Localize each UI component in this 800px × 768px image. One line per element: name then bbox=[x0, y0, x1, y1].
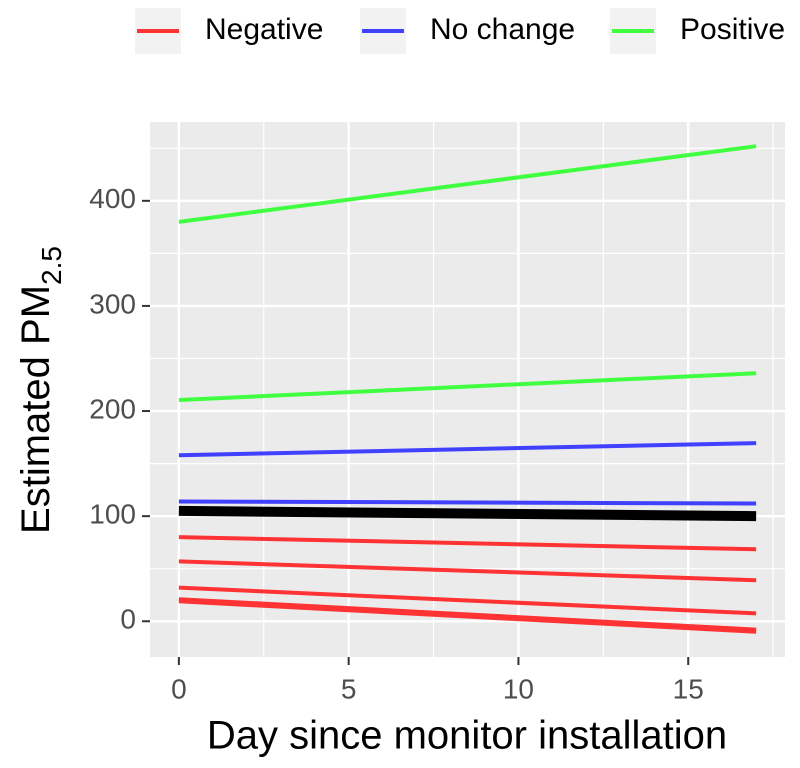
x-axis-title: Day since monitor installation bbox=[207, 714, 727, 758]
reference-line bbox=[178, 505, 757, 522]
y-tick-label: 100 bbox=[89, 499, 136, 530]
series-line bbox=[178, 371, 757, 403]
y-axis-title-main: Estimated PM bbox=[14, 285, 58, 534]
series-line bbox=[178, 441, 757, 458]
legend-label: No change bbox=[430, 13, 575, 46]
legend-label: Positive bbox=[680, 13, 785, 46]
series-line bbox=[178, 535, 757, 552]
x-tick-label: 0 bbox=[171, 673, 187, 704]
series-line bbox=[178, 597, 757, 632]
y-axis-title: Estimated PM2.5 bbox=[14, 246, 67, 534]
series-line bbox=[178, 599, 757, 634]
y-tick-label: 200 bbox=[89, 393, 136, 424]
series-line bbox=[178, 585, 757, 616]
y-tick-label: 300 bbox=[89, 288, 136, 319]
series-line bbox=[178, 559, 757, 583]
legend-label: Negative bbox=[205, 13, 323, 46]
series-line bbox=[178, 499, 757, 506]
x-tick-label: 5 bbox=[341, 673, 357, 704]
y-tick-label: 0 bbox=[120, 604, 136, 635]
x-tick-label: 15 bbox=[673, 673, 704, 704]
x-tick-label: 10 bbox=[503, 673, 534, 704]
y-axis-title-sub: 2.5 bbox=[36, 246, 67, 285]
y-tick-label: 400 bbox=[89, 183, 136, 214]
series-line bbox=[178, 144, 757, 224]
